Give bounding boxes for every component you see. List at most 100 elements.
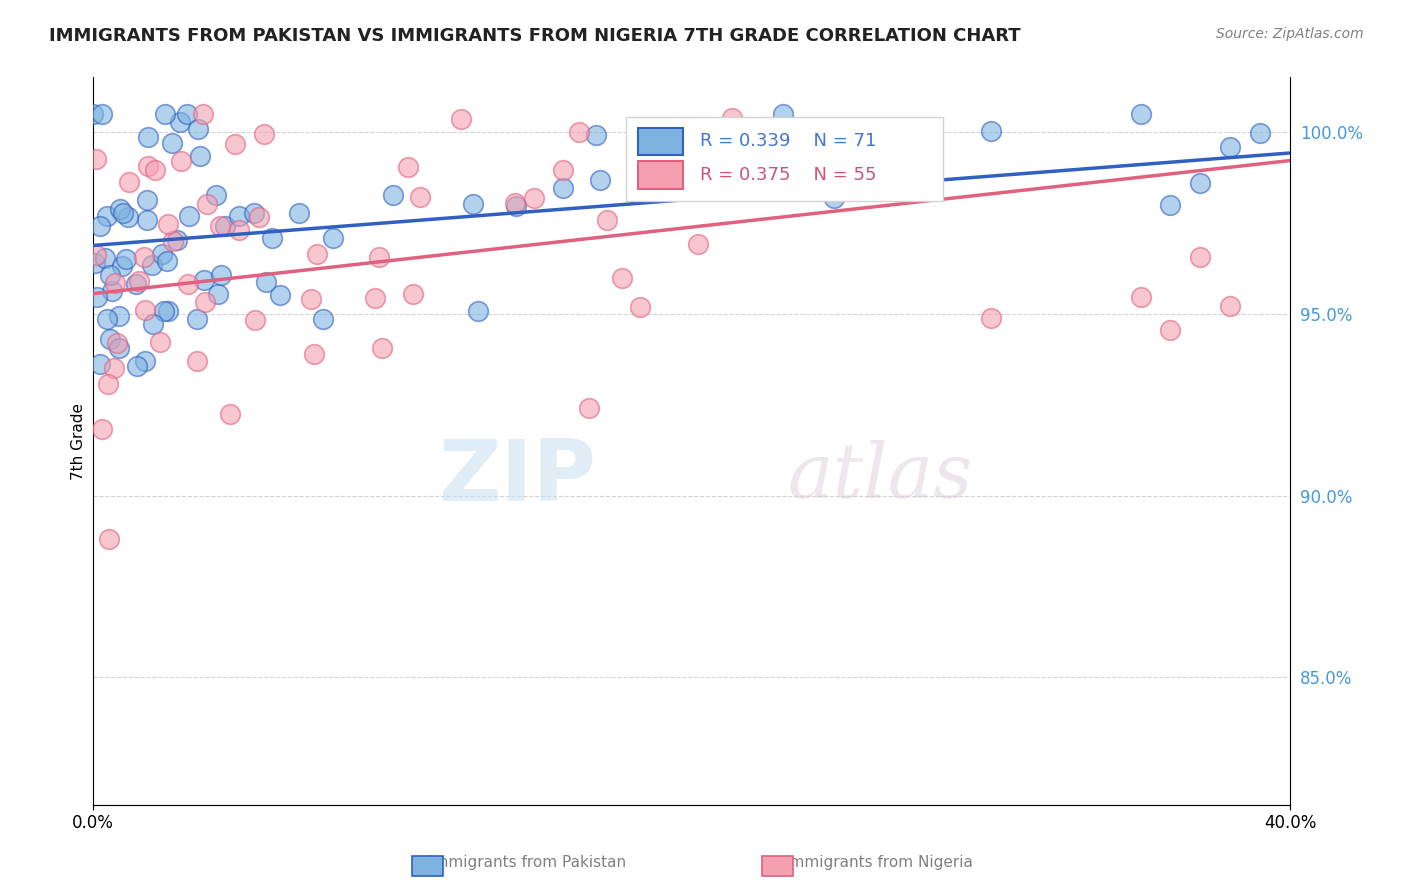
Point (108, 341, 131, 355)
Point (723, 133, 745, 147)
Point (148, 335, 170, 350)
Point (207, 287, 229, 301)
Text: R = 0.375    N = 55: R = 0.375 N = 55 (700, 166, 876, 184)
Point (108, 202, 131, 216)
Point (188, 149, 211, 163)
Point (138, 130, 160, 145)
Point (596, 213, 619, 227)
Point (170, 154, 193, 169)
Point (117, 210, 139, 224)
Point (162, 234, 184, 248)
Point (84, 248, 107, 262)
Point (245, 313, 267, 327)
Point (111, 205, 134, 219)
Point (1159, 323, 1181, 337)
Point (105, 336, 128, 351)
Point (254, 275, 277, 289)
Point (262, 230, 284, 244)
Point (177, 277, 200, 291)
Point (725, 175, 748, 189)
Text: Immigrants from Nigeria: Immigrants from Nigeria (785, 855, 973, 870)
Y-axis label: 7th Grade: 7th Grade (72, 402, 86, 480)
Point (269, 288, 291, 302)
Point (89, 219, 111, 234)
Point (1219, 299, 1241, 313)
Point (228, 209, 250, 223)
Text: atlas: atlas (787, 441, 973, 515)
Point (523, 191, 546, 205)
Point (243, 206, 266, 220)
Point (98, 332, 121, 346)
Point (141, 258, 163, 272)
Point (311, 311, 333, 326)
Point (186, 311, 208, 326)
Text: ZIP: ZIP (439, 436, 596, 519)
Point (98, 533, 121, 547)
Point (157, 304, 180, 318)
Point (551, 181, 574, 195)
Point (93, 251, 115, 265)
Point (228, 223, 250, 237)
Point (364, 291, 387, 305)
Point (156, 217, 179, 231)
Point (209, 268, 232, 282)
Point (721, 112, 744, 126)
Point (204, 187, 226, 202)
Point (114, 252, 136, 266)
Point (1129, 290, 1152, 304)
Point (96, 209, 118, 223)
Point (214, 219, 236, 233)
Point (371, 341, 394, 355)
Point (193, 107, 215, 121)
Point (505, 199, 527, 213)
Point (1249, 126, 1271, 140)
Text: Source: ZipAtlas.com: Source: ZipAtlas.com (1216, 27, 1364, 41)
Point (467, 303, 489, 318)
Point (111, 259, 134, 273)
Point (304, 347, 326, 361)
Point (197, 196, 219, 211)
Point (118, 175, 141, 189)
Point (610, 271, 633, 285)
Point (382, 188, 405, 202)
Point (1189, 250, 1212, 264)
Point (86, 290, 108, 304)
Text: Immigrants from Pakistan: Immigrants from Pakistan (429, 855, 626, 870)
Point (166, 234, 188, 248)
Point (1219, 140, 1241, 154)
Point (322, 231, 344, 245)
Point (160, 136, 183, 150)
FancyBboxPatch shape (626, 118, 943, 201)
Point (578, 401, 600, 416)
Point (128, 274, 150, 288)
Point (187, 121, 209, 136)
Point (177, 209, 200, 223)
Point (305, 247, 328, 261)
Point (83, 256, 105, 270)
Point (1159, 198, 1181, 212)
Point (585, 128, 607, 142)
Point (797, 121, 820, 136)
Point (153, 107, 176, 121)
Point (96, 311, 118, 326)
Point (156, 254, 179, 268)
Point (136, 159, 159, 173)
Point (103, 361, 125, 376)
Point (104, 276, 127, 290)
Point (101, 285, 124, 299)
Point (132, 250, 155, 264)
Point (153, 303, 176, 318)
Point (772, 107, 794, 121)
Point (224, 136, 246, 151)
Point (91, 422, 114, 436)
Point (89, 357, 111, 371)
Point (143, 162, 166, 177)
Point (208, 219, 231, 234)
Point (150, 247, 173, 261)
Point (91, 107, 114, 121)
Point (686, 236, 709, 251)
Point (125, 359, 148, 373)
Point (503, 195, 526, 210)
Point (553, 163, 575, 178)
Point (176, 107, 198, 121)
